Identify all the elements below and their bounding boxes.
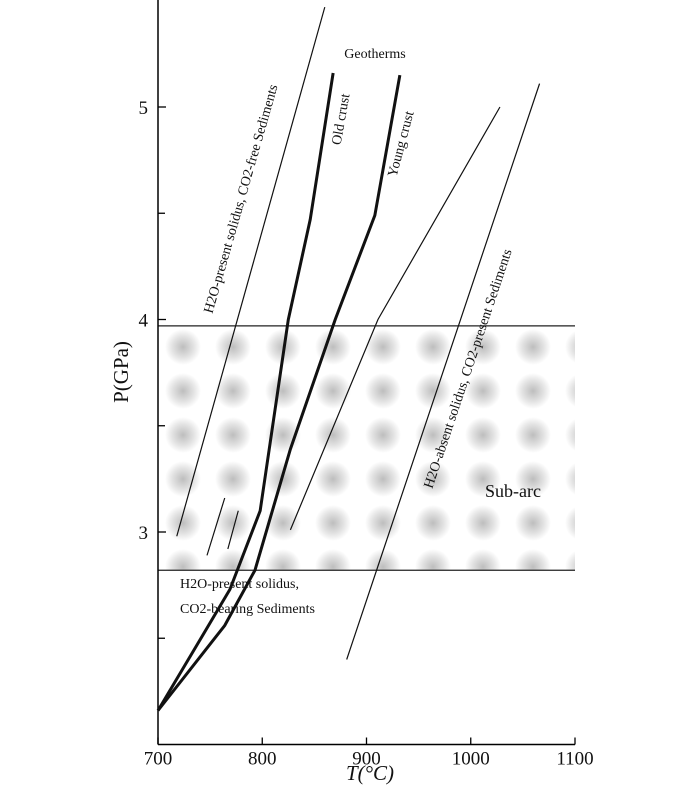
- annotation: CO2-bearing Sediments: [180, 602, 315, 617]
- y-tick-label: 3: [139, 523, 149, 544]
- curve: [156, 72, 335, 712]
- x-tick-label: 1000: [452, 749, 490, 770]
- annotation: H2O-present solidus,: [180, 577, 299, 592]
- x-axis-label: T(°C): [346, 761, 394, 785]
- curve: [156, 74, 402, 712]
- curve: [206, 497, 226, 556]
- curve: [289, 106, 501, 531]
- y-tick-label: 4: [139, 311, 149, 332]
- curve: [346, 83, 541, 660]
- sub-arc-band: [158, 325, 575, 571]
- y-axis-label: P(GPa): [109, 341, 133, 403]
- x-tick-label: 900: [352, 749, 381, 770]
- curve-label: Old crust: [330, 93, 354, 147]
- curve-label: H2O-present solidus, CO2-free Sediments: [202, 83, 282, 315]
- curve: [176, 6, 326, 537]
- curve: [227, 510, 239, 550]
- x-tick-label: 1100: [556, 749, 593, 770]
- x-tick-label: 700: [144, 749, 173, 770]
- annotation: Sub-arc: [485, 481, 541, 501]
- y-tick-label: 5: [139, 98, 149, 119]
- x-tick-label: 800: [248, 749, 277, 770]
- annotation: Geotherms: [344, 47, 405, 62]
